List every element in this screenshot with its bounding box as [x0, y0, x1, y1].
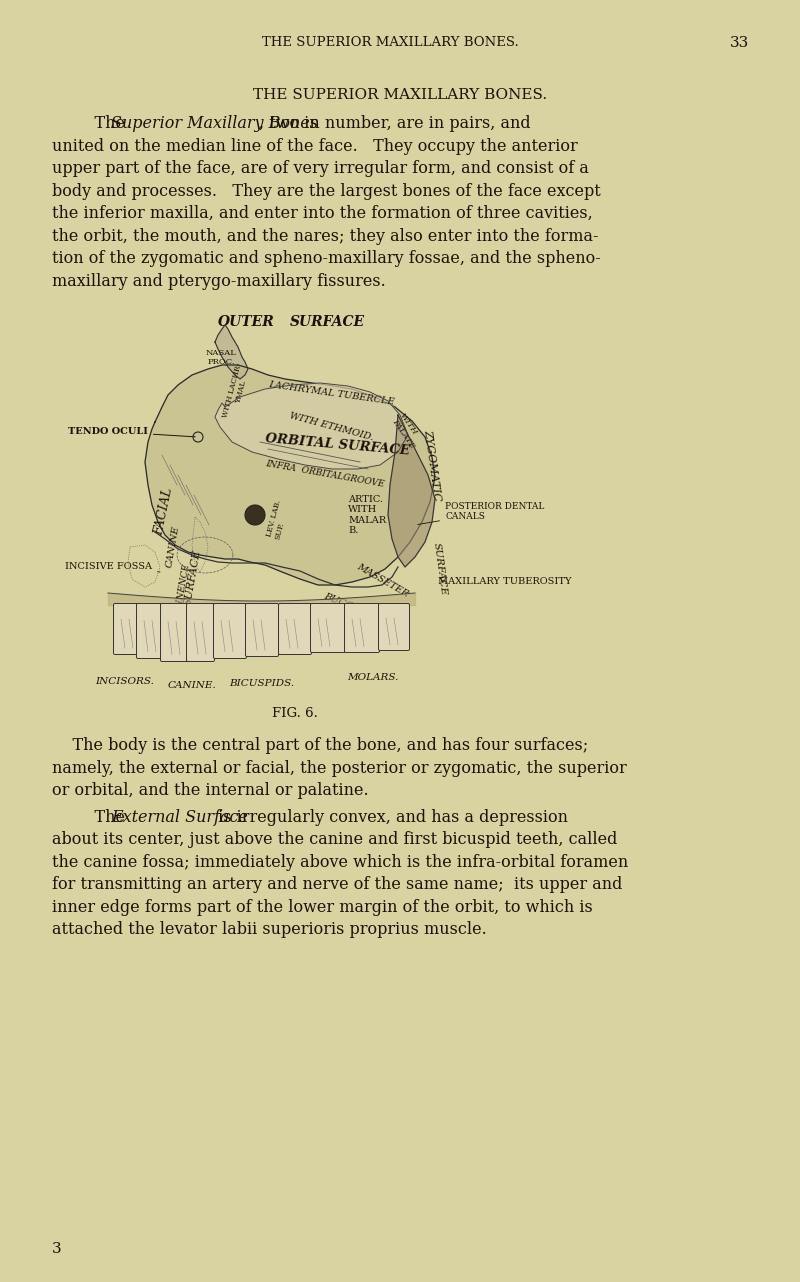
- Text: or orbital, and the internal or palatine.: or orbital, and the internal or palatine…: [52, 782, 369, 799]
- Text: WITH
PALATE: WITH PALATE: [390, 412, 423, 450]
- Text: SURFACE: SURFACE: [290, 315, 365, 329]
- Text: The: The: [74, 809, 130, 826]
- Text: BICUSPIDS.: BICUSPIDS.: [230, 679, 294, 688]
- Text: the inferior maxilla, and enter into the formation of three cavities,: the inferior maxilla, and enter into the…: [52, 205, 593, 222]
- FancyBboxPatch shape: [161, 604, 189, 662]
- Text: about its center, just above the canine and first bicuspid teeth, called: about its center, just above the canine …: [52, 831, 618, 847]
- Text: The: The: [74, 115, 130, 132]
- Text: SURFACE: SURFACE: [183, 549, 202, 606]
- FancyBboxPatch shape: [186, 604, 214, 662]
- Text: WITH LACHR-
YMAL: WITH LACHR- YMAL: [222, 362, 253, 420]
- Text: the orbit, the mouth, and the nares; they also enter into the forma-: the orbit, the mouth, and the nares; the…: [52, 227, 598, 245]
- Polygon shape: [215, 383, 408, 469]
- Text: BUCCINATOR: BUCCINATOR: [322, 592, 391, 627]
- Text: OUTER: OUTER: [218, 315, 274, 329]
- Text: maxillary and pterygo-maxillary fissures.: maxillary and pterygo-maxillary fissures…: [52, 273, 386, 290]
- Text: MASSETER: MASSETER: [355, 562, 410, 599]
- Text: is irregularly convex, and has a depression: is irregularly convex, and has a depress…: [213, 809, 568, 826]
- Text: INCISORS.: INCISORS.: [95, 677, 154, 686]
- Text: MAXILLARY TUBEROSITY: MAXILLARY TUBEROSITY: [438, 577, 571, 586]
- Text: attached the levator labii superioris proprius muscle.: attached the levator labii superioris pr…: [52, 920, 486, 938]
- Text: namely, the external or facial, the posterior or zygomatic, the superior: namely, the external or facial, the post…: [52, 759, 626, 777]
- Text: LEV. LAB.
SUP.: LEV. LAB. SUP.: [265, 499, 291, 540]
- Text: for transmitting an artery and nerve of the same name;  its upper and: for transmitting an artery and nerve of …: [52, 876, 622, 894]
- Text: INFRA  ORBITALGROOVE: INFRA ORBITALGROOVE: [265, 459, 386, 488]
- Text: INCISIVE FOSSA: INCISIVE FOSSA: [65, 562, 160, 572]
- Text: united on the median line of the face.   They occupy the anterior: united on the median line of the face. T…: [52, 137, 578, 155]
- Text: WITH ETHMOID.: WITH ETHMOID.: [288, 412, 374, 442]
- Text: Superior Maxillary Bones: Superior Maxillary Bones: [111, 115, 318, 132]
- Text: SURFACE: SURFACE: [432, 542, 448, 596]
- FancyBboxPatch shape: [114, 604, 138, 655]
- Text: ZYGOMATIC: ZYGOMATIC: [422, 429, 442, 501]
- Polygon shape: [145, 365, 435, 585]
- Text: TENDO OCULI: TENDO OCULI: [68, 427, 195, 437]
- Text: ORBITAL SURFACE: ORBITAL SURFACE: [265, 432, 410, 458]
- Text: upper part of the face, are of very irregular form, and consist of a: upper part of the face, are of very irre…: [52, 160, 589, 177]
- Text: ARTIC.
WITH
MALAR
B.: ARTIC. WITH MALAR B.: [348, 495, 386, 535]
- Text: MOLARS.: MOLARS.: [347, 673, 398, 682]
- FancyBboxPatch shape: [310, 604, 346, 653]
- FancyBboxPatch shape: [137, 604, 162, 659]
- FancyBboxPatch shape: [378, 604, 410, 650]
- Text: NASAL
PROC.: NASAL PROC.: [206, 349, 237, 367]
- Text: tion of the zygomatic and spheno-maxillary fossae, and the spheno-: tion of the zygomatic and spheno-maxilla…: [52, 250, 601, 267]
- Text: POSTERIOR DENTAL
CANALS: POSTERIOR DENTAL CANALS: [418, 501, 544, 524]
- Text: External Surface: External Surface: [111, 809, 248, 826]
- Text: FACIAL: FACIAL: [152, 487, 174, 537]
- FancyBboxPatch shape: [345, 604, 379, 653]
- Circle shape: [245, 505, 265, 526]
- Text: inner edge forms part of the lower margin of the orbit, to which is: inner edge forms part of the lower margi…: [52, 899, 593, 915]
- FancyBboxPatch shape: [278, 604, 311, 655]
- Text: , two in number, are in pairs, and: , two in number, are in pairs, and: [259, 115, 530, 132]
- Text: LACHRYMAL TUBERCLE: LACHRYMAL TUBERCLE: [268, 379, 395, 406]
- Text: the canine fossa; immediately above which is the infra-orbital foramen: the canine fossa; immediately above whic…: [52, 854, 628, 870]
- Text: CANINE: CANINE: [165, 526, 182, 568]
- Polygon shape: [388, 415, 435, 567]
- Text: EMINENCE: EMINENCE: [173, 563, 191, 619]
- Text: body and processes.   They are the largest bones of the face except: body and processes. They are the largest…: [52, 182, 601, 200]
- Text: 3: 3: [52, 1242, 62, 1256]
- Text: THE SUPERIOR MAXILLARY BONES.: THE SUPERIOR MAXILLARY BONES.: [262, 36, 518, 49]
- Text: CANINE.: CANINE.: [168, 681, 216, 690]
- Text: THE SUPERIOR MAXILLARY BONES.: THE SUPERIOR MAXILLARY BONES.: [253, 88, 547, 103]
- Polygon shape: [215, 326, 248, 379]
- Text: 33: 33: [730, 36, 750, 50]
- Text: ALVEOLAR PROCESS.: ALVEOLAR PROCESS.: [159, 615, 285, 624]
- Text: FIG. 6.: FIG. 6.: [272, 706, 318, 720]
- FancyBboxPatch shape: [246, 604, 278, 656]
- FancyBboxPatch shape: [214, 604, 246, 659]
- Text: The body is the central part of the bone, and has four surfaces;: The body is the central part of the bone…: [52, 737, 588, 754]
